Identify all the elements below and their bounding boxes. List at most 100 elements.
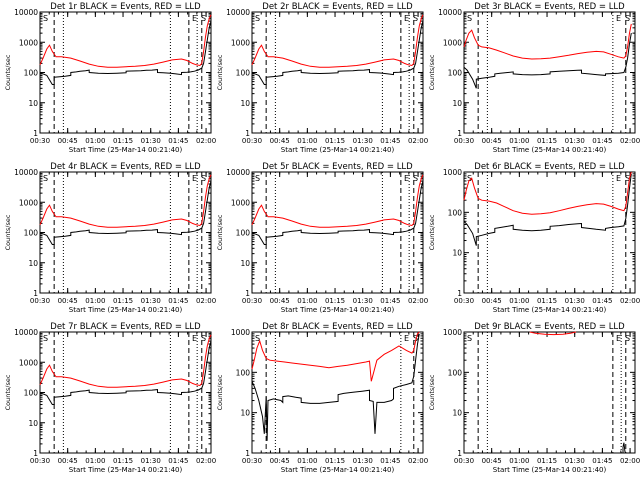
x-tick-label: 02:00 [196,297,216,305]
x-tick-label: 01:45 [592,457,612,465]
x-tick-label: 01:30 [565,457,585,465]
panel-title: Det 1r BLACK = Events, RED = LLD [50,2,201,12]
y-tick-label: 10 [240,259,250,268]
series-lld [251,331,420,382]
y-axis-label: Counts/sec [428,54,436,90]
x-tick-label: 01:00 [85,457,105,465]
x-tick-label: 01:00 [509,457,529,465]
x-axis-label: Start Time (25-Mar-14 00:21:40) [69,466,183,474]
y-tick-label: 10 [452,409,462,418]
x-tick-label: 00:45 [58,457,78,465]
y-tick-label: 10 [28,259,38,268]
x-tick-label: 00:45 [482,137,502,145]
panel-title: Det 9r BLACK = Events, RED = LLD [474,322,625,332]
panel-title: Det 6r BLACK = Events, RED = LLD [474,162,625,172]
start-marker-label: S [467,174,472,183]
x-tick-label: 00:30 [30,457,50,465]
start-marker-label: S [255,334,260,343]
x-tick-label: 01:00 [509,297,529,305]
series-events [463,33,632,89]
y-tick-label: 100 [448,69,463,78]
panel-5r: Det 5r BLACK = Events, RED = LLD 1 10 100 10… [216,162,428,314]
x-tick-label: 01:30 [565,297,585,305]
x-axis-label: Start Time (25-Mar-14 00:21:40) [493,306,607,314]
x-tick-label: 00:30 [242,297,262,305]
x-tick-label: 01:15 [113,457,133,465]
start-marker-label-right: S [201,174,206,183]
y-axis-label: Counts/sec [428,214,436,250]
series-events [251,333,420,441]
panel-title: Det 7r BLACK = Events, RED = LLD [50,322,201,332]
plot-frame [463,11,636,134]
series-lld [463,171,632,215]
x-axis-label: Start Time (25-Mar-14 00:21:40) [493,146,607,154]
series-events [463,173,632,246]
x-tick-label: 02:00 [196,137,216,145]
y-tick-label: 1 [33,289,38,298]
start-marker-label: S [43,174,48,183]
series-lld [39,14,212,68]
x-tick-label: 01:15 [537,137,557,145]
x-tick-label: 00:45 [270,457,290,465]
x-tick-label: 00:45 [482,297,502,305]
x-tick-label: 00:30 [454,137,474,145]
x-tick-label: 02:00 [408,297,428,305]
x-tick-label: 01:30 [565,137,585,145]
series-lld [251,174,424,228]
y-axis-label: Counts/sec [216,54,224,90]
x-tick-label: 02:00 [620,457,640,465]
x-axis-label: Start Time (25-Mar-14 00:21:40) [281,306,395,314]
start-marker-label-right: S [625,334,630,343]
x-tick-label: 02:00 [408,457,428,465]
x-axis-label: Start Time (25-Mar-14 00:21:40) [281,146,395,154]
series-lld [463,23,632,60]
start-marker-label-right: S [201,334,206,343]
start-marker-label-right: S [413,174,418,183]
panel-2r: Det 2r BLACK = Events, RED = LLD 1 10 100 10… [216,2,428,154]
x-tick-label: 02:00 [620,137,640,145]
series-events [39,340,212,405]
y-tick-label: 10000 [14,8,38,17]
y-axis-label: Counts/sec [216,374,224,410]
start-marker-label-right: S [201,14,206,23]
x-tick-label: 01:45 [168,457,188,465]
y-tick-label: 10000 [226,8,250,17]
y-tick-label: 1000 [443,168,462,177]
panel-8r: Det 8r BLACK = Events, RED = LLD 1 10 100 10… [216,322,428,474]
y-tick-label: 1 [457,289,462,298]
x-tick-label: 01:15 [325,137,345,145]
end-marker-label: E [192,334,197,343]
x-tick-label: 00:45 [58,137,78,145]
panel-title: Det 2r BLACK = Events, RED = LLD [262,2,413,12]
y-axis-label: Counts/sec [216,214,224,250]
end-marker-label: E [616,174,621,183]
y-tick-label: 10 [28,99,38,108]
end-marker-label: E [404,174,409,183]
y-tick-label: 10 [240,409,250,418]
y-axis-label: Counts/sec [4,54,12,90]
y-tick-label: 1000 [231,198,250,207]
panel-title: Det 4r BLACK = Events, RED = LLD [50,162,201,172]
y-tick-label: 1000 [443,328,462,337]
x-tick-label: 01:00 [85,137,105,145]
x-tick-label: 01:30 [141,137,161,145]
x-axis-label: Start Time (25-Mar-14 00:21:40) [493,466,607,474]
y-tick-label: 1000 [231,328,250,337]
y-tick-label: 1000 [231,38,250,47]
x-tick-label: 00:45 [482,457,502,465]
series-lld [39,334,212,388]
y-tick-label: 1000 [19,38,38,47]
end-marker-label: E [192,14,197,23]
x-axis-label: Start Time (25-Mar-14 00:21:40) [69,146,183,154]
y-tick-label: 1 [457,129,462,138]
plot-frame [463,331,636,454]
x-tick-label: 00:30 [30,137,50,145]
x-tick-label: 01:45 [592,297,612,305]
panel-9r: Det 9r BLACK = Events, RED = LLD 1 10 100 10… [428,322,640,474]
y-tick-label: 10 [452,249,462,258]
y-tick-label: 100 [448,208,463,217]
series-events [251,180,424,245]
x-tick-label: 01:15 [113,297,133,305]
panel-title: Det 3r BLACK = Events, RED = LLD [474,2,625,12]
end-marker-label: E [404,14,409,23]
